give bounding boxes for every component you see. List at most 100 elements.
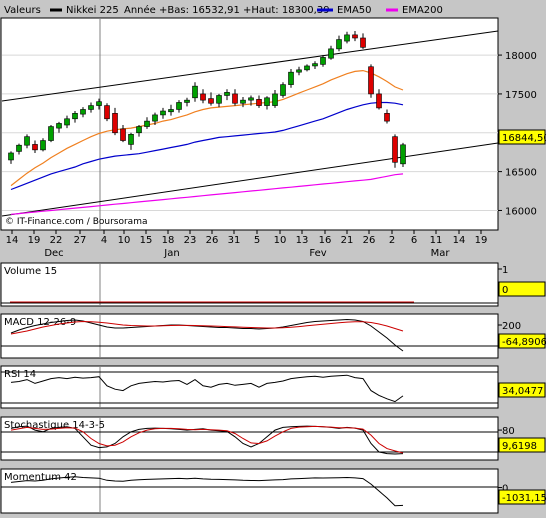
candle	[80, 107, 86, 118]
candle	[400, 142, 406, 167]
candle	[232, 89, 238, 106]
ema200-line	[10, 173, 404, 215]
indicator-panel: Momentum 42 0-1031,15	[0, 468, 546, 514]
candle-body	[288, 71, 294, 85]
candle	[224, 89, 230, 101]
candle	[120, 125, 126, 143]
candle-body	[344, 34, 350, 42]
price-y-tick-label: 18000	[505, 51, 537, 62]
indicator-value-bg	[498, 281, 546, 297]
indicator-value-box: -1031,15	[498, 489, 546, 505]
date-tick-label: 10	[274, 235, 287, 246]
candle	[152, 112, 158, 125]
candle-body	[88, 105, 94, 110]
candle	[104, 103, 110, 122]
candle	[168, 104, 174, 116]
indicator-title: RSI 14	[4, 369, 36, 380]
header-legend: Valeurs Nikkei 225 Année +Bas: 16532,91 …	[4, 4, 443, 16]
month-label: Dec	[44, 248, 63, 259]
series-name: Nikkei 225	[66, 5, 119, 16]
indicator-title: Volume 15	[4, 266, 57, 277]
candle-body	[304, 65, 310, 71]
candles	[8, 30, 406, 168]
candle	[32, 140, 38, 153]
date-axis: 14 19 22 27 4 10 15 18 23 26 31 5 10 13 16 21 26 2 6 11 14 19…	[6, 230, 487, 259]
candle	[328, 45, 334, 60]
candle-body	[24, 136, 30, 146]
candle	[184, 97, 190, 107]
date-tick-label: 21	[341, 235, 354, 246]
candle	[360, 33, 366, 49]
candle-body	[296, 69, 302, 73]
candle-body	[208, 98, 214, 104]
candle	[208, 92, 214, 106]
indicator-title: Stochastique 14-3-5	[4, 420, 105, 431]
candle-body	[56, 123, 62, 129]
candle-body	[272, 93, 278, 106]
date-tick-label: 15	[140, 235, 153, 246]
date-tick-label: 5	[254, 235, 260, 246]
indicator-panels: Volume 15 1 0 MACD 12-26-9 200 -64,8906 RSI 14…	[0, 262, 546, 514]
date-tick-label: 14	[453, 235, 466, 246]
candle-body	[144, 120, 150, 127]
indicator-value-bg	[498, 382, 546, 398]
ema200-label: EMA200	[402, 5, 443, 16]
candle-body	[72, 113, 78, 120]
candle	[144, 117, 150, 129]
indicator-title: Momentum 42	[4, 472, 77, 483]
candle-body	[16, 144, 22, 152]
indicator-value-bg	[498, 437, 546, 453]
indicator-value-bg	[498, 333, 546, 349]
last-value-label: 16844,50	[502, 133, 546, 144]
candle-body	[200, 93, 206, 101]
candle-body	[216, 95, 222, 104]
price-gridlines	[2, 54, 498, 211]
last-value-box-bg	[498, 129, 546, 145]
date-tick-label: 13	[296, 235, 309, 246]
price-plot-area	[0, 17, 499, 231]
candle	[216, 93, 222, 108]
candle-body	[328, 48, 334, 59]
indicator-title: MACD 12-26-9	[4, 317, 76, 328]
indicator-value-label: 0	[502, 285, 508, 296]
date-tick-label: 23	[184, 235, 197, 246]
candle	[288, 69, 294, 88]
candle-body	[224, 92, 230, 96]
candle	[192, 82, 198, 102]
candle-body	[248, 97, 254, 101]
candle	[112, 107, 118, 136]
candle-body	[80, 109, 86, 115]
candle-body	[240, 99, 246, 104]
candle-body	[264, 97, 270, 106]
date-tick-label: 19	[28, 235, 41, 246]
date-tick-label: 22	[50, 235, 63, 246]
header-label: Valeurs	[4, 5, 41, 16]
price-y-tick-label: 16000	[505, 206, 537, 217]
candle	[56, 121, 62, 133]
candle-body	[392, 136, 398, 163]
candle	[344, 31, 350, 44]
ema-short-line	[10, 69, 404, 187]
ema50-line	[10, 101, 404, 191]
month-label: Mar	[431, 248, 451, 259]
price-y-tick-label: 16500	[505, 168, 537, 179]
indicator-panel: RSI 14 34,0477	[0, 365, 546, 409]
candle	[136, 125, 142, 137]
candle-body	[368, 66, 374, 95]
candle-body	[256, 99, 262, 106]
candle	[312, 61, 318, 70]
candle	[304, 64, 310, 72]
candle-body	[184, 99, 190, 103]
candle-body	[352, 34, 358, 39]
candle	[128, 132, 134, 150]
candle	[200, 89, 206, 104]
header-stats: Année +Bas: 16532,91 +Haut: 18300,39	[124, 4, 330, 16]
indicator-value-box: 0	[498, 281, 546, 297]
candle	[296, 66, 302, 76]
candle	[96, 98, 102, 110]
candle-body	[400, 144, 406, 165]
candle	[320, 55, 326, 67]
candle	[24, 134, 30, 149]
trendlines	[1, 30, 499, 217]
